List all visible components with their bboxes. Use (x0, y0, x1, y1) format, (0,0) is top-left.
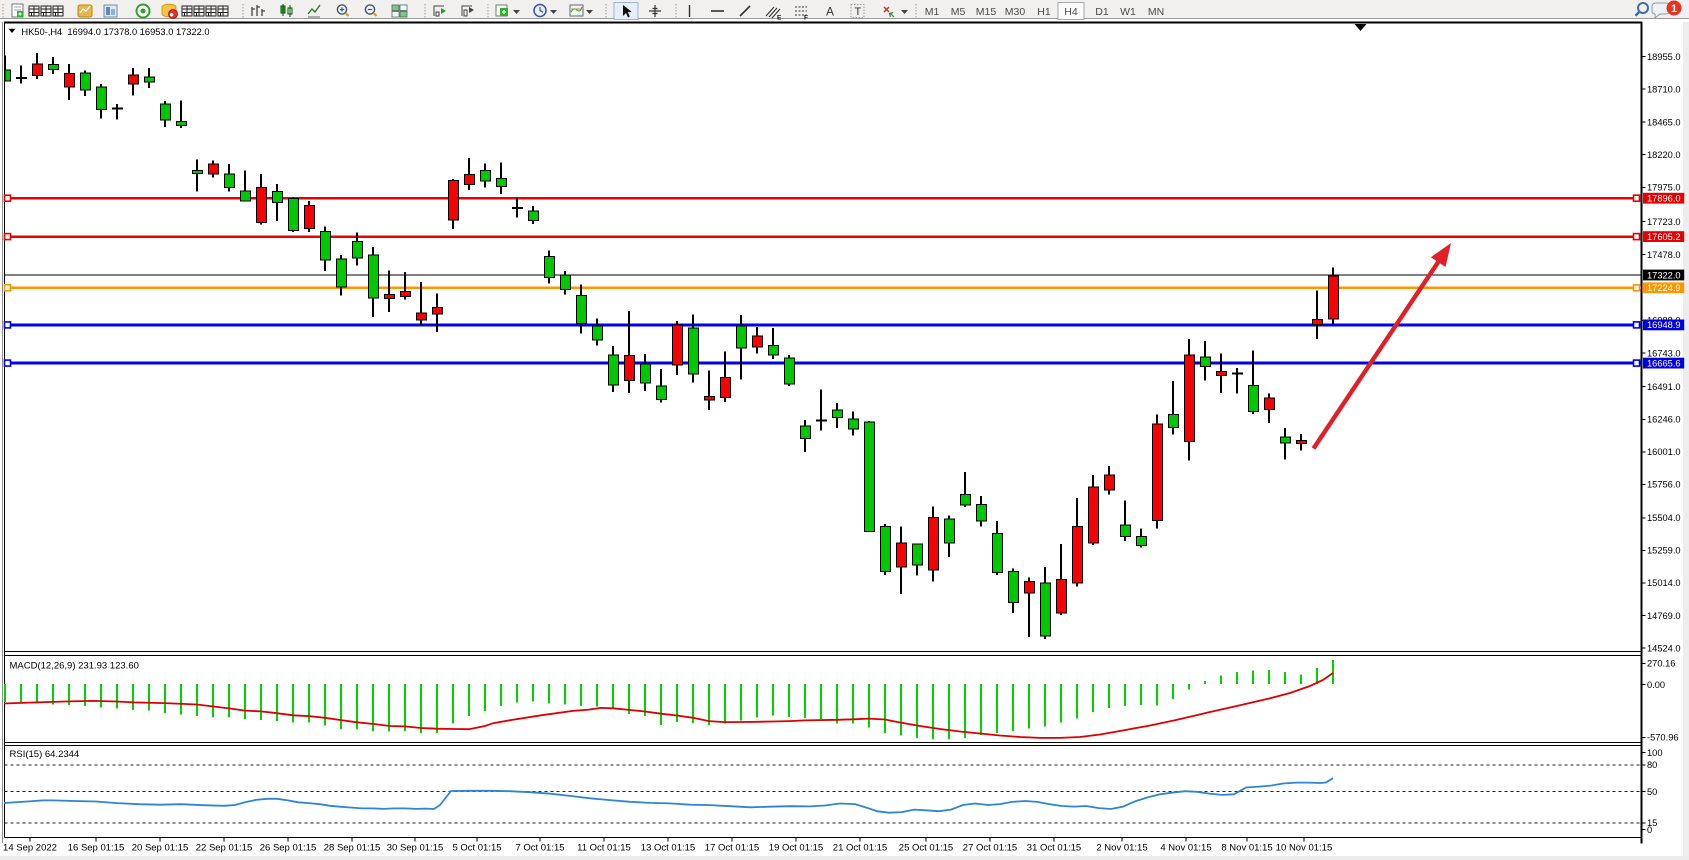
svg-text:HK50-,H4 16994.0 17378.0 1695: HK50-,H4 16994.0 17378.0 16953.0 17322.0 (21, 27, 209, 37)
svg-text:M30: M30 (1005, 6, 1026, 18)
svg-text:15: 15 (1647, 818, 1657, 828)
svg-text:50: 50 (1647, 787, 1657, 797)
svg-text:M5: M5 (951, 6, 966, 18)
svg-text:-570.96: -570.96 (1647, 733, 1679, 743)
svg-text:18955.0: 18955.0 (1647, 52, 1681, 62)
svg-text:17975.0: 17975.0 (1647, 183, 1681, 193)
svg-text:19 Oct 01:15: 19 Oct 01:15 (769, 843, 823, 854)
svg-text:30 Sep 01:15: 30 Sep 01:15 (387, 843, 444, 854)
svg-text:M1: M1 (925, 6, 940, 18)
svg-text:15014.0: 15014.0 (1647, 578, 1681, 588)
svg-text:27 Oct 01:15: 27 Oct 01:15 (963, 843, 1017, 854)
svg-text:H1: H1 (1037, 6, 1051, 18)
svg-text:2 Nov 01:15: 2 Nov 01:15 (1096, 843, 1147, 854)
svg-text:0.00: 0.00 (1647, 680, 1665, 690)
svg-text:22 Sep 01:15: 22 Sep 01:15 (196, 843, 253, 854)
svg-text:8 Nov 01:15: 8 Nov 01:15 (1221, 843, 1272, 854)
svg-text:26 Sep 01:15: 26 Sep 01:15 (260, 843, 317, 854)
svg-text:17224.9: 17224.9 (1647, 283, 1681, 293)
svg-text:T: T (855, 6, 862, 18)
svg-text:18220.0: 18220.0 (1647, 150, 1681, 160)
svg-text:16001.0: 16001.0 (1647, 447, 1681, 457)
svg-text:14769.0: 14769.0 (1647, 611, 1681, 621)
svg-text:E: E (777, 15, 782, 22)
svg-text:15259.0: 15259.0 (1647, 546, 1681, 556)
svg-text:RSI(15) 64.2344: RSI(15) 64.2344 (10, 749, 80, 760)
svg-text:M15: M15 (976, 6, 997, 18)
svg-text:270.16: 270.16 (1647, 659, 1675, 669)
svg-text:A: A (826, 5, 834, 19)
svg-text:21 Oct 01:15: 21 Oct 01:15 (833, 843, 887, 854)
svg-text:7 Oct 01:15: 7 Oct 01:15 (515, 843, 564, 854)
svg-text:11 Oct 01:15: 11 Oct 01:15 (577, 843, 631, 854)
svg-text:MACD(12,26,9) 231.93 123.60: MACD(12,26,9) 231.93 123.60 (10, 661, 139, 672)
svg-text:16743.0: 16743.0 (1647, 349, 1681, 359)
svg-text:16491.0: 16491.0 (1647, 382, 1681, 392)
svg-text:4 Nov 01:15: 4 Nov 01:15 (1160, 843, 1211, 854)
svg-text:17896.0: 17896.0 (1647, 194, 1681, 204)
svg-text:10 Nov 01:15: 10 Nov 01:15 (1276, 843, 1333, 854)
svg-text:25 Oct 01:15: 25 Oct 01:15 (899, 843, 953, 854)
svg-text:16948.9: 16948.9 (1647, 320, 1681, 330)
svg-text:0: 0 (1647, 825, 1652, 835)
svg-text:16 Sep 01:15: 16 Sep 01:15 (68, 843, 125, 854)
svg-text:13 Oct 01:15: 13 Oct 01:15 (641, 843, 695, 854)
svg-text:D1: D1 (1095, 6, 1109, 18)
svg-text:80: 80 (1647, 760, 1657, 770)
svg-text:18710.0: 18710.0 (1647, 85, 1681, 95)
svg-text:100: 100 (1647, 748, 1663, 758)
svg-text:5 Oct 01:15: 5 Oct 01:15 (452, 843, 501, 854)
svg-text:H4: H4 (1064, 6, 1078, 18)
svg-text:W1: W1 (1120, 6, 1136, 18)
svg-text:31 Oct 01:15: 31 Oct 01:15 (1027, 843, 1081, 854)
svg-text:15504.0: 15504.0 (1647, 513, 1681, 523)
svg-text:15756.0: 15756.0 (1647, 480, 1681, 490)
svg-text:16665.6: 16665.6 (1647, 358, 1681, 368)
svg-text:16246.0: 16246.0 (1647, 415, 1681, 425)
svg-text:17322.0: 17322.0 (1647, 270, 1681, 280)
svg-text:MN: MN (1148, 6, 1164, 18)
svg-text:●: ● (169, 10, 174, 19)
svg-text:17 Oct 01:15: 17 Oct 01:15 (705, 843, 759, 854)
svg-text:18465.0: 18465.0 (1647, 117, 1681, 127)
svg-text:1: 1 (1671, 3, 1677, 15)
svg-text:20 Sep 01:15: 20 Sep 01:15 (132, 843, 189, 854)
svg-text:17605.2: 17605.2 (1647, 232, 1681, 242)
svg-text:17478.0: 17478.0 (1647, 250, 1681, 260)
svg-text:17723.0: 17723.0 (1647, 217, 1681, 227)
svg-text:14 Sep 2022: 14 Sep 2022 (3, 843, 57, 854)
svg-text:28 Sep 01:15: 28 Sep 01:15 (324, 843, 381, 854)
svg-text:14524.0: 14524.0 (1647, 643, 1681, 653)
svg-text:F: F (804, 15, 808, 22)
